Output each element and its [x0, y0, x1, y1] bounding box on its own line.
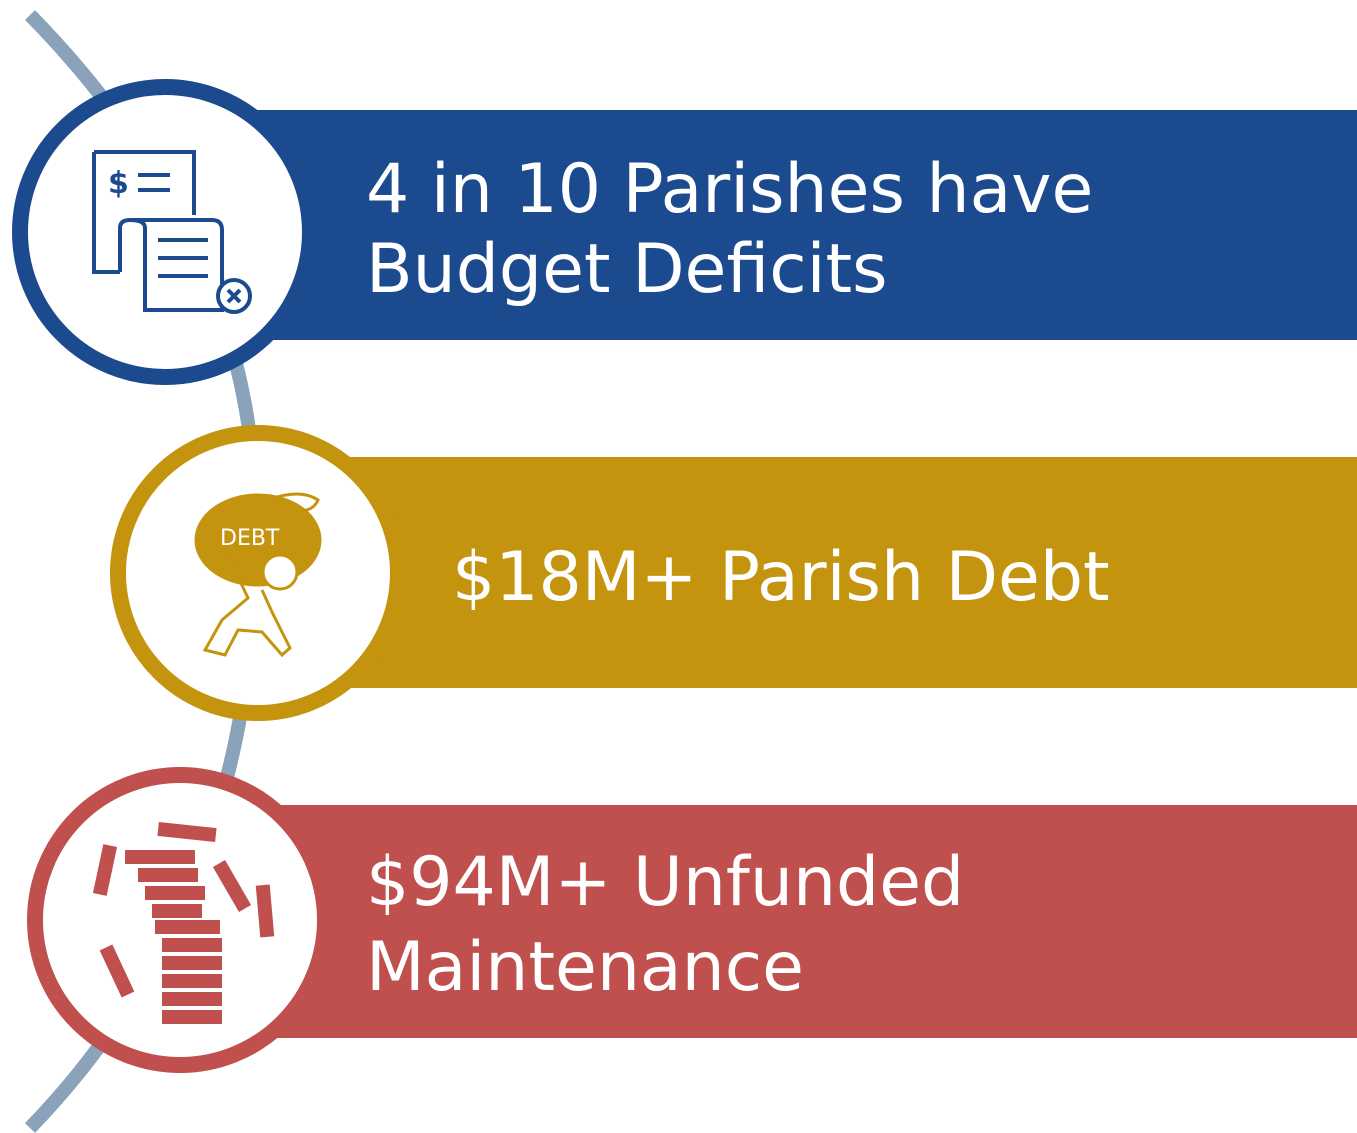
dollar-sign: $ [108, 166, 129, 201]
infographic: $ 4 in 10 Parishes have Budget Deficits … [0, 0, 1357, 1133]
page: $ 4 in 10 Parishes have Budget Deficits … [0, 0, 1357, 1133]
item-text: Budget Deficits [366, 230, 888, 309]
icon-circle [20, 87, 310, 377]
icon-label: DEBT [220, 526, 280, 551]
item-text: $94M+ Unfunded [366, 843, 964, 922]
item-text: $18M+ Parish Debt [452, 538, 1110, 617]
item-text: Maintenance [366, 928, 804, 1007]
item-text: 4 in 10 Parishes have [366, 150, 1093, 229]
